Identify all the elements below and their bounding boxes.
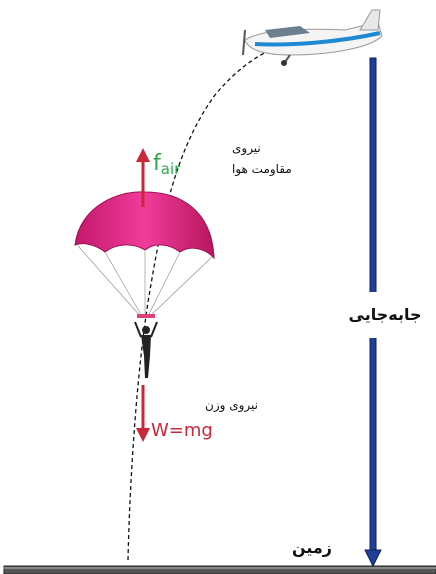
ground-label: زمین [292, 538, 332, 557]
parachute [75, 192, 214, 378]
diagram: جابه‌جایی زمین fair نیروی مقاومت هوا نیر… [0, 0, 436, 574]
page: {"labels": { "air_resistance": {"line1":… [0, 0, 436, 574]
air-resistance-line2: مقاومت هوا [232, 162, 292, 177]
air-resistance-arrowhead [136, 148, 150, 162]
displacement-label: جابه‌جایی [349, 305, 422, 324]
air-resistance-line1: نیروی [232, 141, 261, 156]
ground-highlight [4, 567, 436, 569]
trajectory [128, 45, 285, 560]
displacement-arrowhead [365, 550, 381, 566]
airplane [243, 10, 382, 66]
weight-arrowhead [136, 428, 150, 442]
f-subscript: air [161, 160, 181, 178]
weight-label: نیروی وزن [205, 398, 258, 413]
weight-formula: W=mg [151, 420, 213, 441]
f-air-symbol: fair [153, 151, 181, 178]
